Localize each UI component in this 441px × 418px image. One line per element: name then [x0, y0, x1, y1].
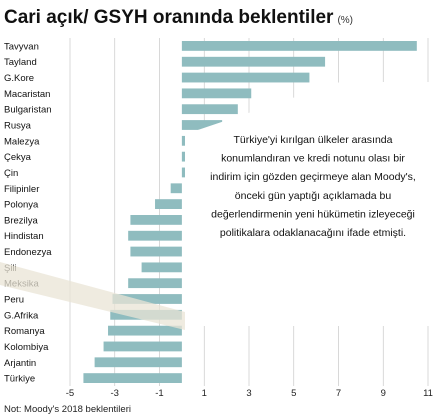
x-tick-label: -3 [111, 388, 119, 399]
x-tick-label: 1 [202, 388, 207, 399]
category-label: Endonezya [4, 247, 52, 258]
category-label: Arjantin [4, 358, 36, 369]
bar [141, 262, 182, 273]
category-label: Bulgaristan [4, 105, 52, 116]
x-tick-label: -1 [155, 388, 163, 399]
category-label: Çin [4, 168, 18, 179]
category-label: Rusya [4, 121, 32, 132]
bar [181, 56, 326, 67]
category-label: Romanya [4, 326, 45, 337]
x-tick-label: 7 [336, 388, 341, 399]
x-tick-label: 9 [381, 388, 386, 399]
bar [128, 230, 182, 241]
category-label: Macaristan [4, 89, 50, 100]
category-label: G.Kore [4, 73, 34, 84]
category-label: Polonya [4, 200, 39, 211]
decorative-streak [0, 262, 185, 330]
category-label: Filipinler [4, 184, 39, 195]
bar [103, 341, 182, 352]
chart-title-unit: (%) [337, 15, 353, 26]
annotation-text: Türkiye'yi kırılgan ülkeler arasında konu… [210, 134, 416, 239]
x-tick-label: -5 [66, 388, 74, 399]
bar [181, 88, 252, 99]
bar [112, 294, 182, 304]
bar [130, 215, 182, 225]
category-label: Tavyvan [4, 41, 39, 52]
bar [181, 72, 310, 83]
category-label: Malezya [4, 136, 40, 147]
category-label: Tayland [4, 57, 37, 68]
source-note: Not: Moody's 2018 beklentileri [4, 404, 131, 415]
category-label: Kolombiya [4, 342, 49, 353]
x-tick-label: 3 [246, 388, 251, 399]
annotation-overlay [0, 82, 441, 330]
category-label: Peru [4, 295, 24, 306]
category-label: Brezilya [4, 215, 39, 226]
category-label: Türkiye [4, 374, 35, 385]
bar [108, 325, 182, 336]
category-label: G.Afrika [4, 310, 39, 321]
bar [83, 373, 182, 383]
bar [128, 278, 182, 289]
bar [155, 199, 182, 209]
category-label: Çekya [4, 152, 32, 163]
x-tick-labels: -5 -3 -1 1 3 5 7 9 11 [66, 388, 433, 399]
bar [181, 41, 417, 51]
bar [181, 104, 238, 115]
bar [170, 183, 182, 194]
category-label: Hindistan [4, 231, 44, 242]
chart-title: Cari açık/ GSYH oranında beklentiler [4, 7, 334, 28]
bar [94, 357, 182, 368]
annotation-panel [186, 82, 441, 326]
x-tick-label: 11 [423, 388, 433, 399]
bar [181, 120, 223, 130]
bar [130, 246, 182, 257]
x-tick-label: 5 [291, 388, 296, 399]
category-labels: Tavyvan Tayland G.Kore Macaristan Bulgarista… [4, 41, 52, 384]
